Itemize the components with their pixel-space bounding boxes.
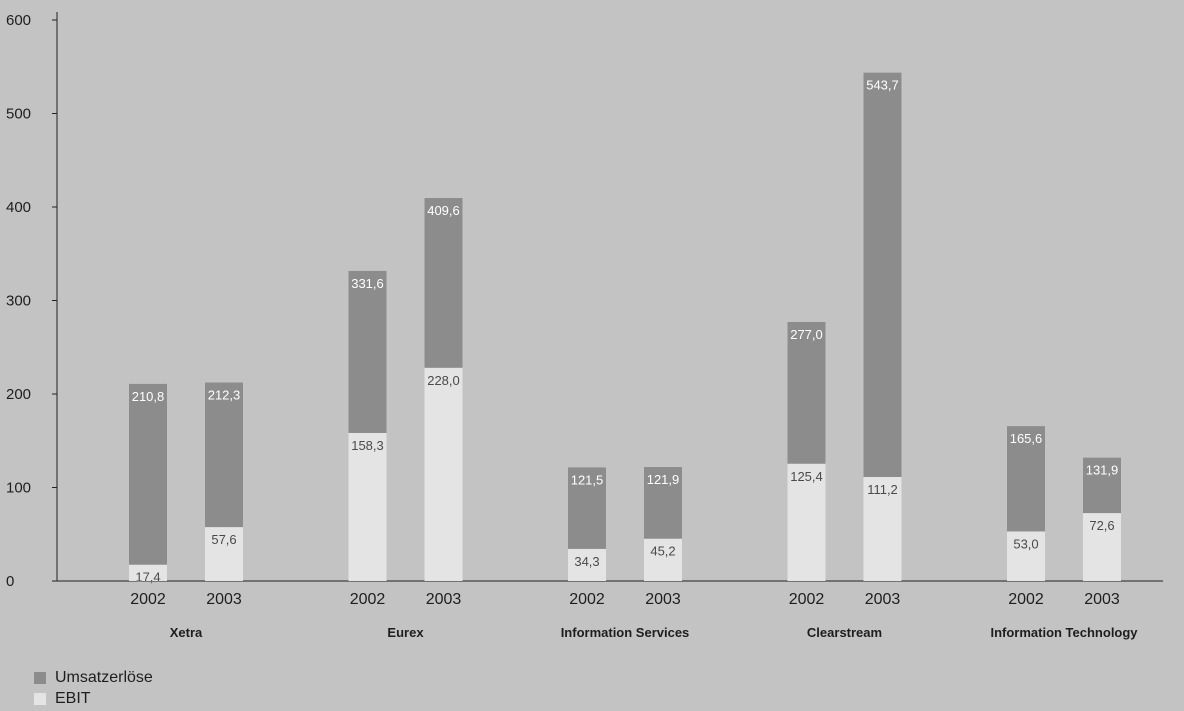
data-label-ebit: 34,3 — [574, 554, 599, 569]
x-tick-label-year: 2003 — [206, 591, 242, 608]
bar-ebit — [644, 538, 682, 581]
data-label-umsatz: 121,5 — [571, 472, 604, 487]
bar-ebit — [787, 463, 826, 581]
bar-ebit — [424, 367, 463, 581]
y-tick-label: 500 — [6, 106, 31, 123]
x-tick-label-year: 2002 — [789, 591, 825, 608]
data-label-ebit: 158,3 — [351, 438, 384, 453]
legend-label-umsatz: Umsatzerlöse — [55, 668, 153, 686]
group-label: Information Services — [561, 625, 690, 640]
data-label-umsatz: 409,6 — [427, 203, 460, 218]
data-label-ebit: 53,0 — [1013, 536, 1038, 551]
data-label-umsatz: 212,3 — [208, 387, 241, 402]
data-label-ebit: 45,2 — [650, 544, 675, 559]
bar-ebit — [205, 527, 243, 581]
bar-ebit — [348, 432, 387, 581]
data-label-umsatz: 165,6 — [1010, 431, 1043, 446]
y-tick-label: 300 — [6, 293, 31, 310]
y-tick-label: 200 — [6, 386, 31, 403]
x-tick-label-year: 2002 — [1008, 591, 1044, 608]
x-tick-label-year: 2003 — [426, 591, 462, 608]
legend: Umsatzerlöse EBIT — [34, 667, 153, 709]
y-tick-label: 100 — [6, 480, 31, 497]
data-label-ebit: 125,4 — [790, 469, 823, 484]
bar-ebit — [1083, 513, 1121, 581]
y-tick-label: 0 — [6, 573, 14, 590]
group-label: Eurex — [387, 625, 424, 640]
data-label-umsatz: 331,6 — [351, 276, 384, 291]
bar-ebit — [568, 548, 606, 581]
bar-ebit — [863, 477, 902, 581]
data-label-umsatz: 543,7 — [866, 78, 899, 93]
group-label: Clearstream — [807, 625, 882, 640]
data-label-ebit: 17,4 — [135, 570, 160, 585]
x-tick-label-year: 2003 — [865, 591, 901, 608]
data-label-umsatz: 210,8 — [132, 389, 165, 404]
x-tick-label-year: 2002 — [350, 591, 386, 608]
x-tick-label-year: 2002 — [130, 591, 166, 608]
x-tick-label-year: 2002 — [569, 591, 605, 608]
y-tick-label: 400 — [6, 199, 31, 216]
legend-swatch-ebit — [34, 692, 46, 705]
group-label: Information Technology — [990, 625, 1138, 640]
legend-label-ebit: EBIT — [55, 689, 91, 707]
data-label-ebit: 111,2 — [867, 482, 898, 497]
data-label-ebit: 228,0 — [427, 373, 460, 388]
data-label-umsatz: 277,0 — [790, 327, 823, 342]
bar-ebit — [129, 564, 167, 581]
x-tick-label-year: 2003 — [1084, 591, 1120, 608]
group-label: Xetra — [170, 625, 203, 640]
bar-umsatz — [129, 383, 167, 581]
x-tick-label-year: 2003 — [645, 591, 681, 608]
data-label-umsatz: 131,9 — [1086, 463, 1119, 478]
data-label-umsatz: 121,9 — [647, 472, 680, 487]
legend-swatch-umsatz — [34, 671, 46, 684]
bar-ebit — [1007, 531, 1045, 581]
legend-item-ebit: EBIT — [34, 688, 153, 709]
legend-item-umsatz: Umsatzerlöse — [34, 667, 153, 688]
data-label-ebit: 57,6 — [211, 532, 236, 547]
data-label-ebit: 72,6 — [1089, 518, 1114, 533]
y-tick-label: 600 — [6, 12, 31, 29]
